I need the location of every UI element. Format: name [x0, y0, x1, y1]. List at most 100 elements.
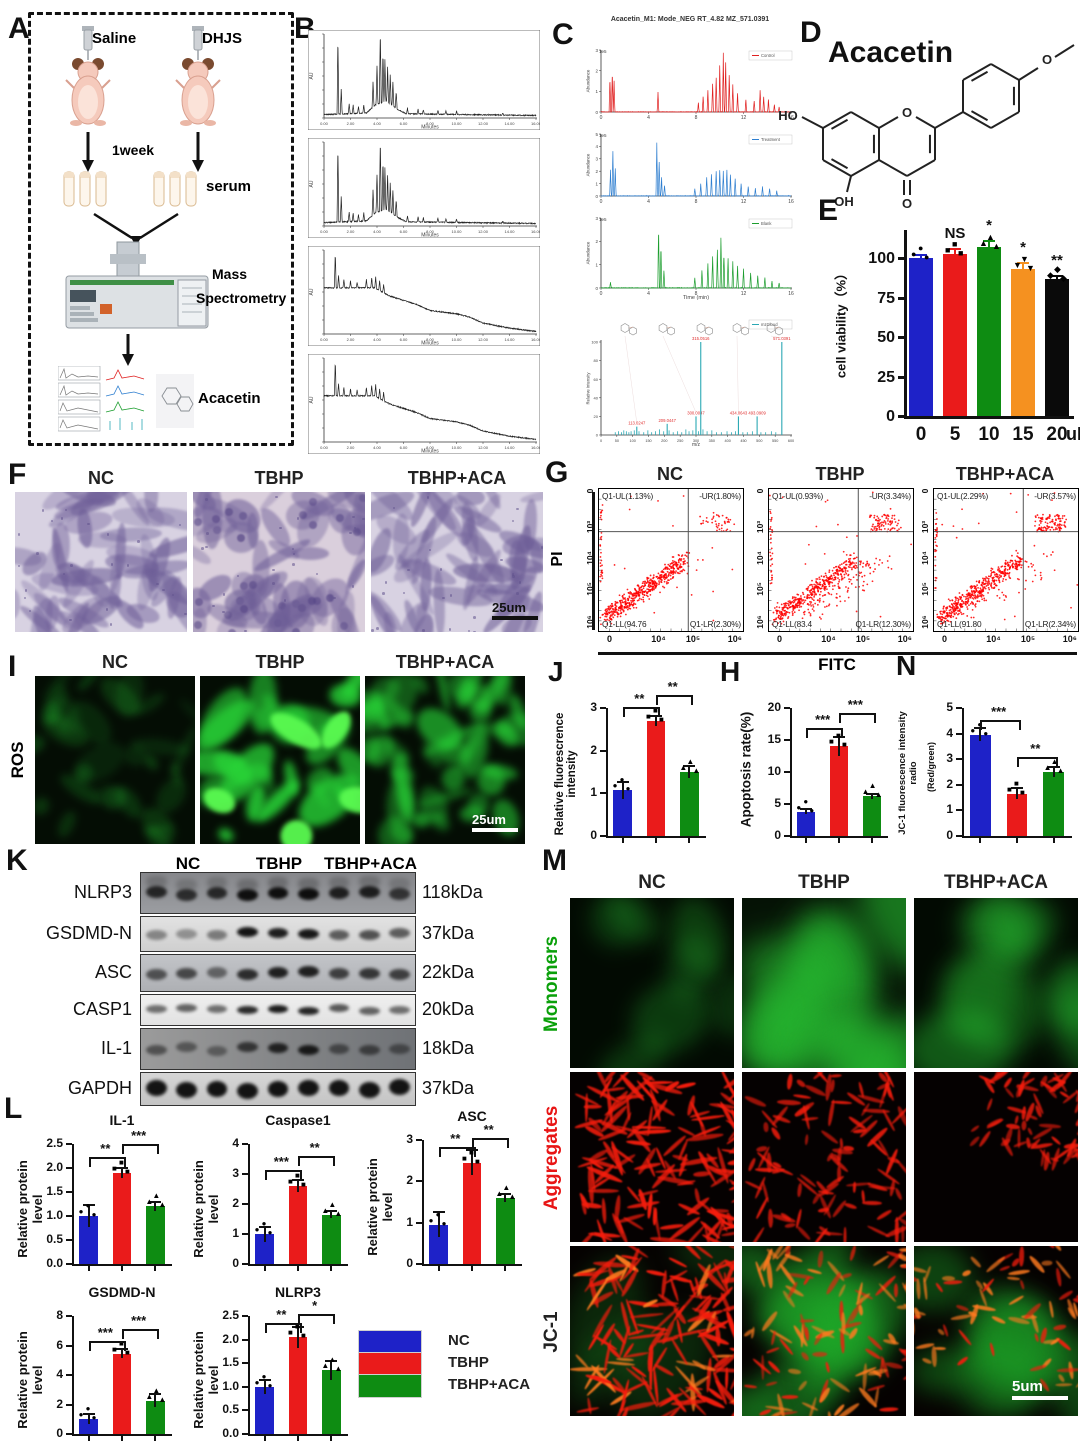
y-tick-label: 75 — [877, 289, 895, 307]
svg-text:4.00: 4.00 — [373, 445, 382, 450]
mouse-syringe-icon — [65, 26, 111, 126]
blot-band — [358, 1045, 380, 1056]
y-tick — [66, 1403, 72, 1406]
svg-text:10.00: 10.00 — [451, 445, 462, 450]
svg-text:100: 100 — [629, 439, 635, 443]
y-tick-label: 2.0 — [222, 1331, 239, 1346]
data-point: ■ — [646, 711, 651, 721]
panel-f-label: F — [8, 458, 27, 491]
y-tick-label: 0 — [232, 1256, 239, 1270]
quad-ur-label: -UR(1.80%) — [699, 491, 741, 501]
data-point: ● — [261, 1219, 267, 1228]
y-axis — [248, 1144, 250, 1264]
svg-text:6.00: 6.00 — [400, 229, 409, 234]
data-point: ▼ — [1013, 260, 1022, 271]
svg-text:2.00: 2.00 — [347, 229, 356, 234]
panel-i-label: I — [8, 650, 17, 683]
panel-h-label: H — [720, 656, 741, 687]
flow-y-tick-label: 0 — [585, 488, 595, 494]
chromatogram-b2: 0.00 2.00 4.00 6.00 8.00 10.00 12.00 14.00 16.00… — [307, 137, 542, 239]
data-point: ● — [254, 1377, 260, 1387]
svg-text:O: O — [902, 105, 912, 120]
chart-title: NLRP3 — [275, 1284, 321, 1300]
y-tick — [600, 707, 606, 709]
y-axis-label: Relative protein level — [15, 1160, 45, 1258]
y-tick-label: 25 — [877, 368, 895, 386]
bar — [1043, 772, 1064, 836]
data-point: ■ — [475, 1156, 480, 1166]
y-axis-label: JC-1 fluorescence intensity radio — [897, 711, 919, 835]
y-tick — [66, 1374, 72, 1376]
gsdmdn-protein-chart: 0 2 4 6 8 Relative protein level GSDMD-N ● ● ● ■ ■ ■… — [15, 1284, 178, 1450]
svg-text:16.00: 16.00 — [531, 445, 540, 450]
dhjs-label: DHJS — [202, 30, 243, 47]
blot-band — [267, 886, 289, 899]
blot-band — [298, 929, 319, 940]
y-tick — [66, 1315, 72, 1317]
y-axis — [248, 1316, 250, 1434]
svg-text:0.00: 0.00 — [320, 445, 329, 450]
svg-text:10.00: 10.00 — [451, 337, 462, 342]
data-point: ◆ — [1054, 263, 1061, 274]
bar — [429, 1224, 448, 1264]
error-cap — [258, 1378, 271, 1381]
svg-text:14.00: 14.00 — [504, 121, 515, 126]
error-cap — [292, 1179, 304, 1181]
y-tick-label: 4 — [946, 725, 953, 740]
data-point: ■ — [1014, 778, 1019, 788]
blot-band — [176, 1081, 197, 1098]
chart-title: Caspase1 — [265, 1112, 331, 1128]
svg-text:Relative Intensity: Relative Intensity — [586, 372, 591, 405]
y-tick — [66, 1239, 72, 1241]
flow-x-tick-label: 10⁶ — [897, 634, 912, 644]
svg-text:10.00: 10.00 — [451, 229, 462, 234]
svg-text:80: 80 — [594, 358, 599, 363]
panel-a-box — [28, 12, 294, 446]
panel-k-label: K — [6, 844, 28, 877]
y-tick — [416, 1139, 422, 1141]
sig-label: *** — [991, 703, 1007, 719]
compound-title: Acacetin — [828, 36, 954, 69]
sig-bracket — [438, 1147, 476, 1158]
data-point: ▼ — [1020, 254, 1029, 265]
svg-text:2.00: 2.00 — [347, 121, 356, 126]
svg-text:12.00: 12.00 — [478, 337, 489, 342]
panel-j-label: J — [548, 656, 564, 687]
blot-band — [237, 969, 258, 981]
svg-text:OH: OH — [834, 194, 854, 208]
error-cap — [1047, 766, 1060, 769]
flow-x-tick-label: 10⁵ — [1020, 634, 1036, 644]
blot-strip-casp1 — [140, 994, 416, 1026]
caspase1-protein-chart: 0 1 2 3 4 Relative protein level Caspase1 ● ● ● ■ ■… — [191, 1112, 354, 1280]
sig-label: ** — [667, 679, 678, 695]
sig-bracket — [980, 719, 1021, 730]
svg-text:4: 4 — [647, 291, 650, 297]
error-bar — [621, 781, 624, 799]
y-tick-label: 2.5 — [222, 1308, 239, 1322]
svg-text:0: 0 — [595, 286, 598, 291]
flow-x-tick-label: 10⁶ — [1062, 634, 1077, 644]
bar — [908, 258, 934, 416]
quad-ll-label: Q1-LL(94.76 — [602, 619, 647, 629]
svg-text:12: 12 — [741, 291, 747, 297]
m-row-monomers: Monomers — [541, 935, 562, 1033]
y-tick-label: 2 — [406, 1173, 413, 1188]
y-tick — [898, 375, 904, 379]
blot-name: IL-1 — [100, 1038, 132, 1058]
x-tick — [437, 1266, 440, 1271]
y-tick — [242, 1338, 248, 1341]
y-tick-label: 0 — [56, 1426, 63, 1440]
quad-lr-label: Q1-LR(12.30%) — [855, 619, 911, 629]
x-axis — [904, 416, 1074, 419]
flow-x-tick-label: 10⁴ — [651, 634, 666, 644]
sig-label: ** — [1030, 740, 1041, 756]
bar — [942, 253, 968, 416]
legend-label-nc: NC — [448, 1332, 470, 1349]
svg-text:Blank: Blank — [761, 221, 772, 226]
y-tick — [956, 732, 962, 735]
blot-kda: 118kDa — [422, 882, 483, 902]
blot-band — [328, 967, 350, 979]
error-cap — [949, 247, 961, 250]
data-point: ● — [803, 796, 809, 806]
data-point: ▲ — [145, 1197, 154, 1207]
